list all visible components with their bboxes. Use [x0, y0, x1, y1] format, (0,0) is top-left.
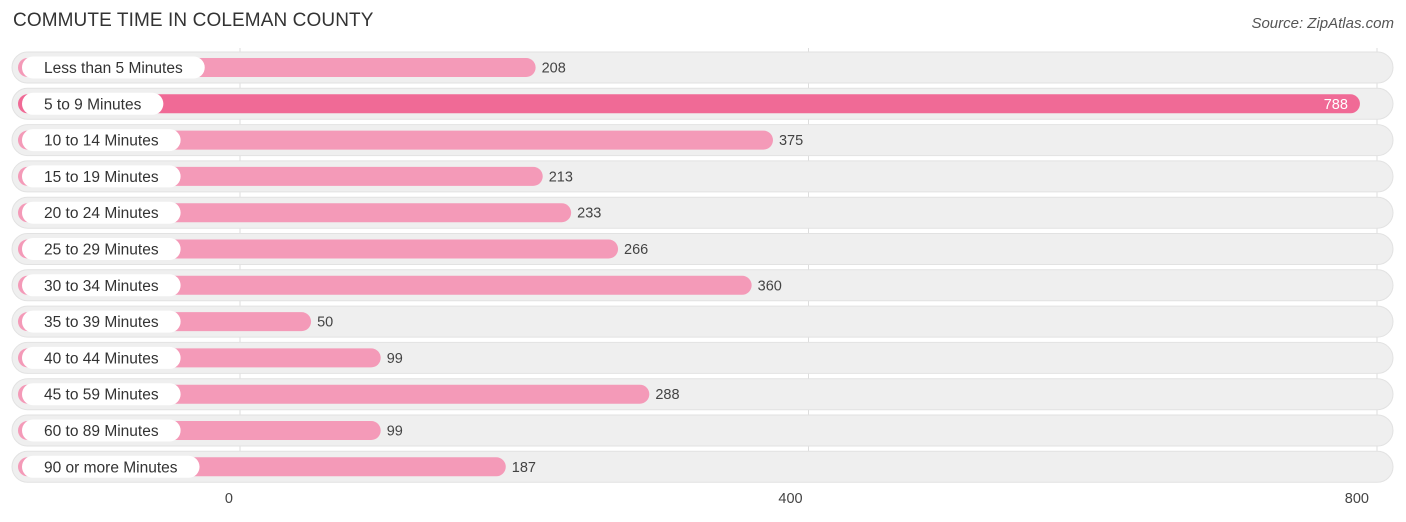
category-pill — [22, 346, 181, 369]
category-pill — [22, 419, 181, 442]
category-label: 40 to 44 Minutes — [44, 350, 159, 367]
category-label: 15 to 19 Minutes — [44, 169, 159, 186]
category-label: 60 to 89 Minutes — [44, 423, 159, 440]
category-label: 10 to 14 Minutes — [44, 133, 159, 150]
bar — [18, 94, 1360, 114]
category-pill — [22, 92, 164, 115]
value-label: 187 — [512, 460, 536, 476]
x-tick-label-400: 400 — [778, 491, 802, 507]
category-label: Less than 5 Minutes — [44, 60, 183, 77]
bar — [18, 130, 773, 150]
category-label: 25 to 29 Minutes — [44, 242, 159, 259]
category-pill — [22, 455, 200, 478]
category-pill — [22, 56, 205, 79]
bar-row: 25 to 29 Minutes 266 — [11, 233, 1394, 265]
bar-row: 5 to 9 Minutes 788 — [11, 87, 1394, 120]
category-pill — [22, 383, 181, 406]
bar-row: 10 to 14 Minutes 375 — [11, 124, 1394, 157]
value-label: 99 — [387, 351, 403, 367]
category-label: 20 to 24 Minutes — [44, 205, 159, 222]
x-tick-label-0: 0 — [225, 491, 233, 507]
value-label: 288 — [655, 387, 679, 403]
bar-row: 15 to 19 Minutes 213 — [11, 160, 1394, 193]
value-label: 266 — [624, 242, 648, 258]
category-pill — [22, 274, 181, 297]
bar-row: 45 to 59 Minutes 288 — [11, 378, 1394, 411]
chart-title: COMMUTE TIME IN COLEMAN COUNTY — [13, 10, 374, 31]
source-label: Source: ZipAtlas.com — [1251, 15, 1394, 32]
value-label: 788 — [1324, 97, 1348, 113]
bar-row: 20 to 24 Minutes 233 — [11, 196, 1394, 229]
category-label: 90 or more Minutes — [44, 459, 178, 476]
value-label: 213 — [549, 169, 573, 185]
category-pill — [22, 238, 181, 260]
category-label: 5 to 9 Minutes — [44, 96, 142, 113]
category-pill — [22, 310, 181, 333]
bar-row: 30 to 34 Minutes 360 — [11, 269, 1394, 302]
bar-row: 60 to 89 Minutes 99 — [11, 414, 1394, 447]
value-label: 50 — [317, 315, 333, 331]
category-pill — [22, 165, 181, 188]
bar-row: 40 to 44 Minutes 99 — [11, 341, 1394, 374]
category-label: 30 to 34 Minutes — [44, 278, 159, 295]
category-pill — [22, 201, 181, 224]
value-label: 375 — [779, 133, 803, 149]
bar-row: Less than 5 Minutes 208 — [11, 51, 1394, 84]
value-label: 233 — [577, 206, 601, 222]
value-label: 360 — [758, 278, 782, 294]
value-label: 99 — [387, 424, 403, 440]
x-tick-label-800: 800 — [1345, 491, 1369, 507]
bar-track — [11, 305, 1394, 338]
bar — [18, 275, 752, 295]
category-label: 35 to 39 Minutes — [44, 314, 159, 331]
bar-row: 35 to 39 Minutes 50 — [11, 305, 1394, 338]
category-label: 45 to 59 Minutes — [44, 387, 159, 404]
bar-row: 90 or more Minutes 187 — [11, 450, 1394, 483]
category-pill — [22, 129, 181, 152]
value-label: 208 — [542, 61, 566, 77]
